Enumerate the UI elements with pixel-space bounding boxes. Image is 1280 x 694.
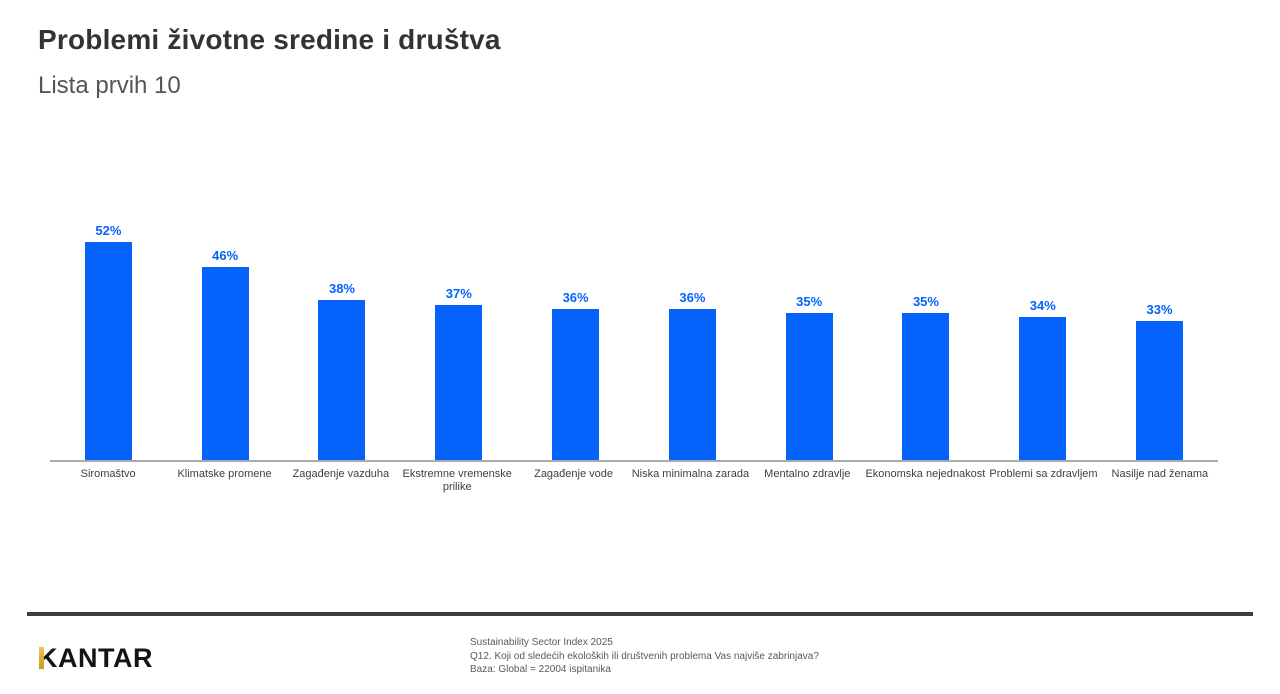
bar-value-label: 34% (1029, 298, 1056, 314)
chart-column: 38% (284, 180, 401, 460)
bar-value-label: 46% (212, 247, 239, 263)
source-line: Sustainability Sector Index 2025 (470, 637, 613, 648)
chart-column: 35% (868, 180, 985, 460)
chart-column: 37% (400, 180, 517, 460)
chart-column: 33% (1101, 180, 1218, 460)
chart-column: 34% (984, 180, 1101, 460)
chart-column: 36% (634, 180, 751, 460)
kantar-logo-text: KANTAR (38, 643, 153, 673)
bar-value-label: 52% (95, 222, 122, 238)
source-note: Sustainability Sector Index 2025 Q12. Ko… (470, 636, 819, 677)
category-label: Zagađenje vazduha (292, 468, 390, 480)
bar-value-label: 36% (562, 289, 589, 305)
bar-value-label: 35% (912, 294, 939, 309)
bar (201, 266, 249, 460)
bar-value-label: 38% (328, 281, 355, 297)
bar (84, 241, 132, 460)
bar (668, 308, 716, 460)
category-label: Siromaštvo (80, 468, 136, 480)
bar (1019, 317, 1067, 460)
chart-plot-area: 52% 46% 38% 37% 36% 36% 35% 35% 34% 33% (50, 180, 1218, 462)
bar (785, 313, 833, 460)
category-label: Klimatske promene (177, 468, 272, 480)
bar (318, 300, 366, 460)
chart-column: 52% (50, 180, 167, 460)
category-label: Niska minimalna zarada (631, 468, 750, 480)
bar (552, 308, 600, 460)
category-label: Ekstremne vremenske prilike (402, 468, 512, 493)
category-label: Problemi sa zdravljem (989, 468, 1098, 480)
category-label: Nasilje nad ženama (1111, 468, 1209, 480)
chart-column: 46% (167, 180, 284, 460)
footer-divider (27, 612, 1253, 616)
category-label: Mentalno zdravlje (764, 468, 851, 480)
page-subtitle: Lista prvih 10 (38, 72, 181, 99)
kantar-logo-gold-stem-icon (39, 647, 44, 669)
kantar-logo: KANTAR (38, 643, 153, 674)
bar (902, 313, 950, 460)
bar-value-label: 35% (796, 294, 823, 309)
source-line: Q12. Koji od sledećih ekoloških ili druš… (470, 650, 819, 662)
chart-column: 35% (751, 180, 868, 460)
category-label: Zagađenje vode (534, 468, 613, 480)
bar (1136, 321, 1184, 460)
page-title: Problemi životne sredine i društva (38, 24, 501, 55)
chart-category-axis: Siromaštvo Klimatske promene Zagađenje vaz… (50, 462, 1218, 494)
bar-value-label: 37% (445, 285, 472, 301)
bar-value-label: 36% (679, 289, 706, 305)
bar-value-label: 33% (1146, 302, 1173, 318)
bar (435, 304, 483, 460)
category-label: Ekonomska nejednakost (865, 468, 986, 480)
source-line: Baza: Global = 22004 ispitanika (470, 664, 611, 675)
bar-chart: 52% 46% 38% 37% 36% 36% 35% 35% 34% 33% Siromaštv… (50, 180, 1218, 494)
chart-column: 36% (517, 180, 634, 460)
